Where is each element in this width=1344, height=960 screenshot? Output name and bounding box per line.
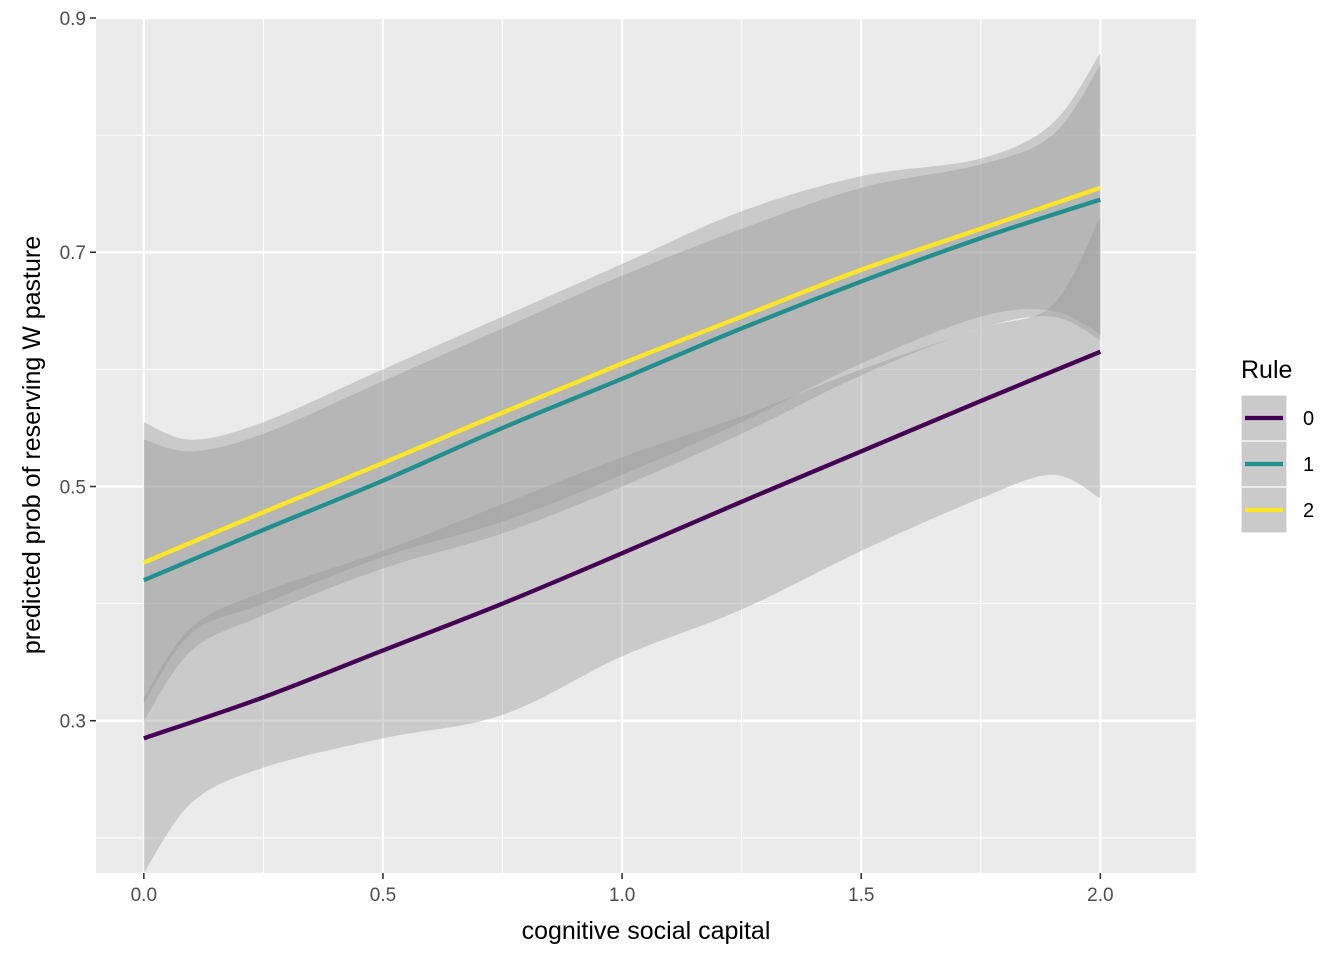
legend-title: Rule	[1241, 356, 1292, 384]
legend-label-rule-2: 2	[1303, 500, 1314, 522]
legend-keys: 0 1 2	[1241, 395, 1314, 533]
grid-minor	[96, 18, 1196, 873]
y-tick-label: 0.5	[60, 477, 86, 498]
y-axis: 0.3 0.5 0.7 0.9	[60, 9, 96, 733]
y-tick-label: 0.9	[60, 9, 86, 30]
x-axis: 0.0 0.5 1.0 1.5 2.0	[131, 873, 1114, 906]
x-tick-label: 1.0	[609, 885, 635, 906]
x-tick-label: 2.0	[1087, 885, 1113, 906]
legend: Rule 0 1 2	[1241, 356, 1314, 533]
confidence-band-rule-0	[143, 217, 1101, 874]
x-axis-title: cognitive social capital	[522, 917, 771, 945]
legend-label-rule-1: 1	[1303, 454, 1314, 476]
grid-major	[96, 16, 1196, 873]
series-line-rule-1	[142, 197, 1102, 583]
x-tick-label: 0.0	[131, 885, 157, 906]
series-line-rule-0	[143, 349, 1102, 741]
series-lines	[142, 185, 1102, 741]
y-axis-title: predicted prob of reserving W pasture	[18, 236, 46, 654]
y-tick-label: 0.3	[60, 712, 86, 733]
series-line-rule-2	[142, 185, 1102, 565]
legend-label-rule-0: 0	[1303, 408, 1314, 430]
y-tick-label: 0.7	[60, 243, 86, 264]
x-tick-label: 1.5	[848, 885, 874, 906]
x-tick-label: 0.5	[370, 885, 396, 906]
plot-panel	[96, 18, 1196, 873]
confidence-band-rule-1	[143, 64, 1101, 721]
